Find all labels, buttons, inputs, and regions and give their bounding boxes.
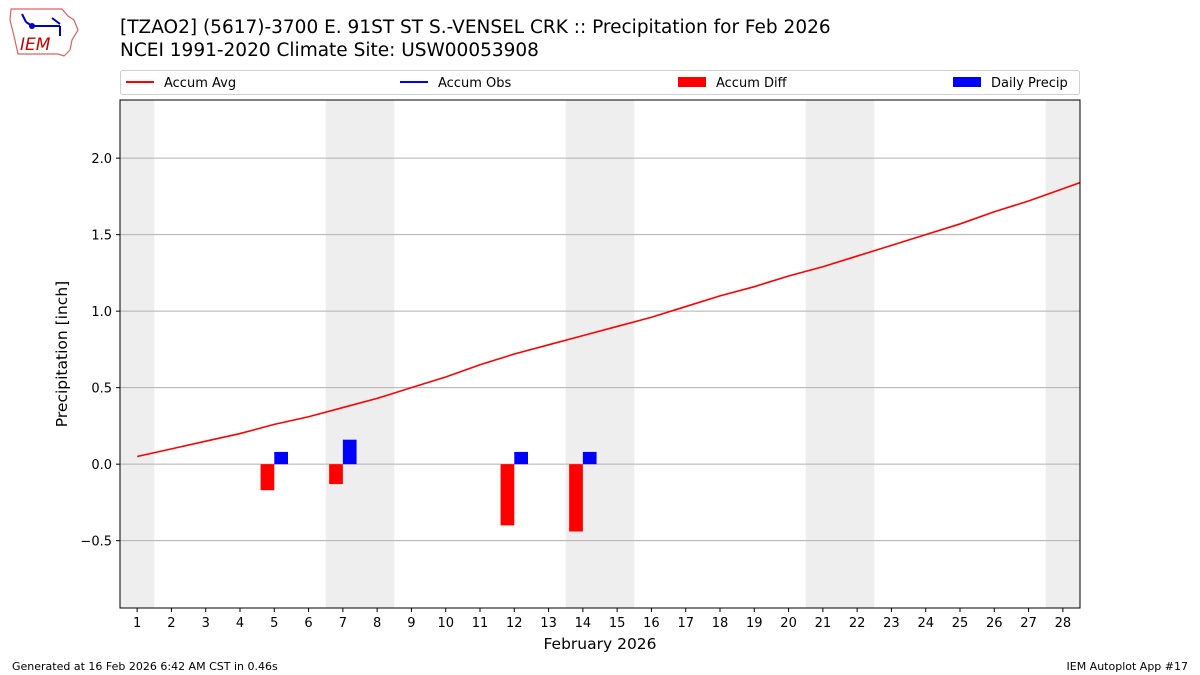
x-tick-label: 1 [133, 616, 141, 631]
x-tick-label: 25 [952, 616, 969, 631]
x-tick-label: 18 [712, 616, 729, 631]
x-tick-label: 16 [643, 616, 660, 631]
legend-label: Daily Precip [991, 76, 1068, 91]
x-tick-label: 12 [506, 616, 523, 631]
footer-app: IEM Autoplot App #17 [1066, 660, 1189, 673]
y-axis-label: Precipitation [inch] [53, 281, 71, 427]
legend-label: Accum Avg [164, 76, 236, 91]
legend-swatch-daily-precip [953, 77, 981, 87]
x-tick-label: 4 [236, 616, 244, 631]
chart-title: [TZAO2] (5617)-3700 E. 91ST ST S.-VENSEL… [120, 17, 831, 38]
y-tick-label: 0.5 [91, 382, 112, 397]
x-tick-label: 19 [746, 616, 763, 631]
x-tick-label: 26 [986, 616, 1003, 631]
x-tick-label: 17 [677, 616, 694, 631]
x-tick-label: 5 [270, 616, 278, 631]
daily-precip-bar [514, 451, 528, 465]
x-tick-label: 14 [575, 616, 592, 631]
weekend-shade [325, 100, 395, 608]
weekend-shade [1045, 100, 1080, 608]
legend-label: Accum Diff [716, 76, 788, 91]
x-tick-label: 7 [339, 616, 347, 631]
x-tick-label: 9 [407, 616, 415, 631]
y-tick-label: 2.0 [91, 152, 112, 167]
daily-precip-bar [582, 451, 597, 465]
weekend-shade [120, 100, 155, 608]
legend-box [120, 70, 1080, 95]
daily-precip-bar [342, 439, 357, 465]
x-tick-label: 10 [437, 616, 454, 631]
x-tick-label: 27 [1020, 616, 1037, 631]
x-tick-label: 2 [167, 616, 175, 631]
iem-logo: IEM [8, 6, 80, 58]
x-tick-label: 3 [202, 616, 210, 631]
x-tick-label: 20 [780, 616, 797, 631]
daily-precip-bar [274, 451, 288, 465]
x-tick-label: 21 [815, 616, 832, 631]
x-tick-label: 15 [609, 616, 626, 631]
y-tick-label: 1.5 [91, 229, 112, 244]
x-tick-label: 22 [849, 616, 866, 631]
x-tick-label: 28 [1055, 616, 1072, 631]
x-axis-label: February 2026 [543, 635, 656, 653]
weekend-shade [565, 100, 635, 608]
accum-diff-bar [500, 464, 515, 526]
x-tick-label: 24 [917, 616, 934, 631]
svg-text:IEM: IEM [20, 35, 51, 55]
plot-frame [119, 99, 1081, 609]
weekend-shade [805, 100, 875, 608]
y-tick-label: −0.5 [80, 535, 112, 550]
accum-diff-bar [569, 464, 583, 532]
y-tick-label: 0.0 [91, 458, 112, 473]
accum-diff-bar [329, 464, 343, 485]
x-tick-label: 8 [373, 616, 381, 631]
x-tick-label: 23 [883, 616, 900, 631]
x-tick-label: 13 [540, 616, 557, 631]
legend-label: Accum Obs [438, 76, 511, 91]
y-tick-label: 1.0 [91, 305, 112, 320]
chart-subtitle: NCEI 1991-2020 Climate Site: USW00053908 [120, 40, 539, 61]
legend-swatch-accum-diff [678, 77, 706, 87]
accum-avg-line [136, 181, 1080, 458]
x-tick-label: 11 [472, 616, 489, 631]
footer-generated: Generated at 16 Feb 2026 6:42 AM CST in … [12, 660, 278, 673]
x-tick-label: 6 [304, 616, 312, 631]
accum-diff-bar [260, 464, 275, 491]
